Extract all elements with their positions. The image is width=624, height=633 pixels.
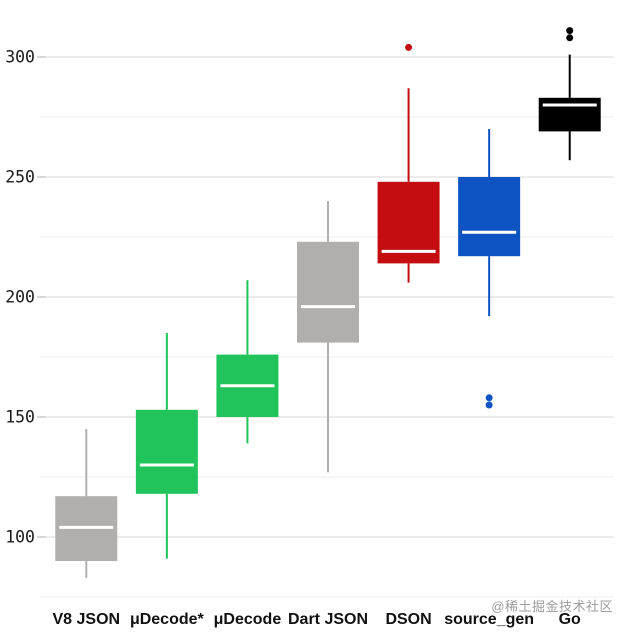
x-category-label: μDecode: [214, 611, 282, 628]
outlier-dot: [485, 394, 493, 402]
y-tick-label: 100: [5, 528, 35, 547]
x-category-label: Go: [559, 611, 581, 628]
box-go: [538, 97, 601, 132]
outlier-dot: [485, 401, 493, 409]
y-tick-label: 250: [5, 168, 35, 187]
x-category-label: Dart JSON: [288, 611, 368, 628]
box-dart-json: [297, 241, 359, 343]
x-category-label: μDecode*: [130, 611, 205, 628]
outlier-dot: [566, 34, 574, 42]
box--decode-: [135, 409, 198, 494]
box-source-gen: [458, 177, 521, 257]
y-tick-label: 200: [5, 288, 35, 307]
x-category-label: DSON: [385, 611, 431, 628]
y-tick-label: 150: [5, 408, 35, 427]
outlier-dot: [566, 27, 574, 35]
x-category-label: source_gen: [444, 611, 534, 628]
watermark-text: @稀土掘金技术社区: [491, 599, 613, 614]
box-dson: [377, 181, 440, 264]
x-category-label: V8 JSON: [52, 611, 120, 628]
outlier-dot: [405, 43, 413, 51]
y-tick-label: 300: [5, 48, 35, 67]
